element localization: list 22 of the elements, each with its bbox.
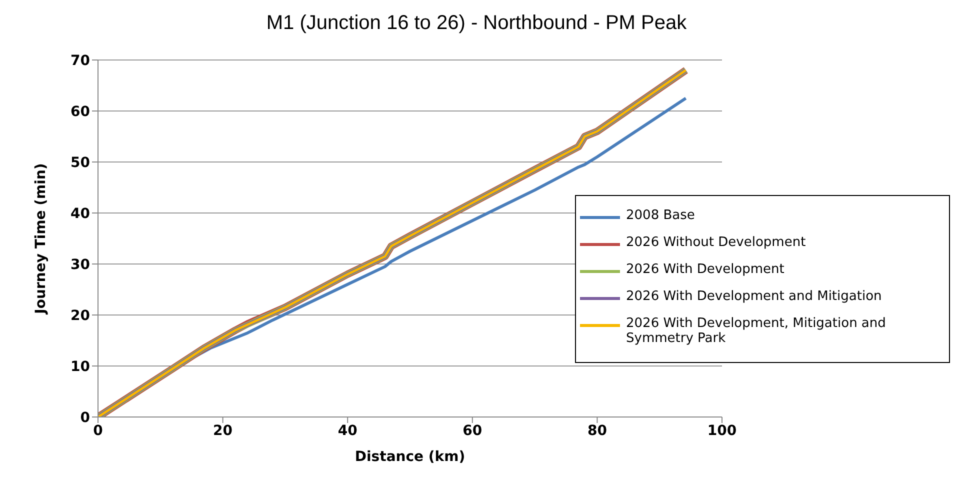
y-tick-label: 20 [70, 308, 90, 324]
y-tick-label: 0 [80, 410, 90, 426]
y-tick-label: 40 [70, 206, 90, 222]
x-tick-label: 60 [462, 422, 482, 439]
y-tick-label: 70 [70, 52, 90, 69]
legend-label: 2008 Base [626, 208, 695, 223]
y-tick-label: 30 [70, 256, 90, 273]
x-axis-title: Distance (km) [354, 449, 466, 465]
legend-label: 2026 With Development, Mitigation and Symmetry Park [626, 316, 887, 346]
y-axis-title: Journey Time (min) [32, 163, 49, 315]
x-tick-label: 100 [707, 422, 737, 439]
y-tick-label: 10 [70, 358, 90, 375]
y-tick-label: 60 [70, 104, 90, 120]
legend-label: 2026 With Development [626, 262, 784, 277]
x-tick-label: 20 [213, 422, 233, 439]
legend-label: 2026 Without Development [626, 235, 806, 250]
legend-label: 2026 With Development and Mitigation [626, 289, 882, 304]
x-tick-label: 0 [93, 422, 104, 439]
x-tick-label: 80 [587, 422, 608, 439]
y-tick-label: 50 [70, 154, 90, 171]
x-tick-label: 40 [338, 422, 358, 439]
chart-title: M1 (Junction 16 to 26) - Northbound - PM Peak [265, 12, 688, 35]
